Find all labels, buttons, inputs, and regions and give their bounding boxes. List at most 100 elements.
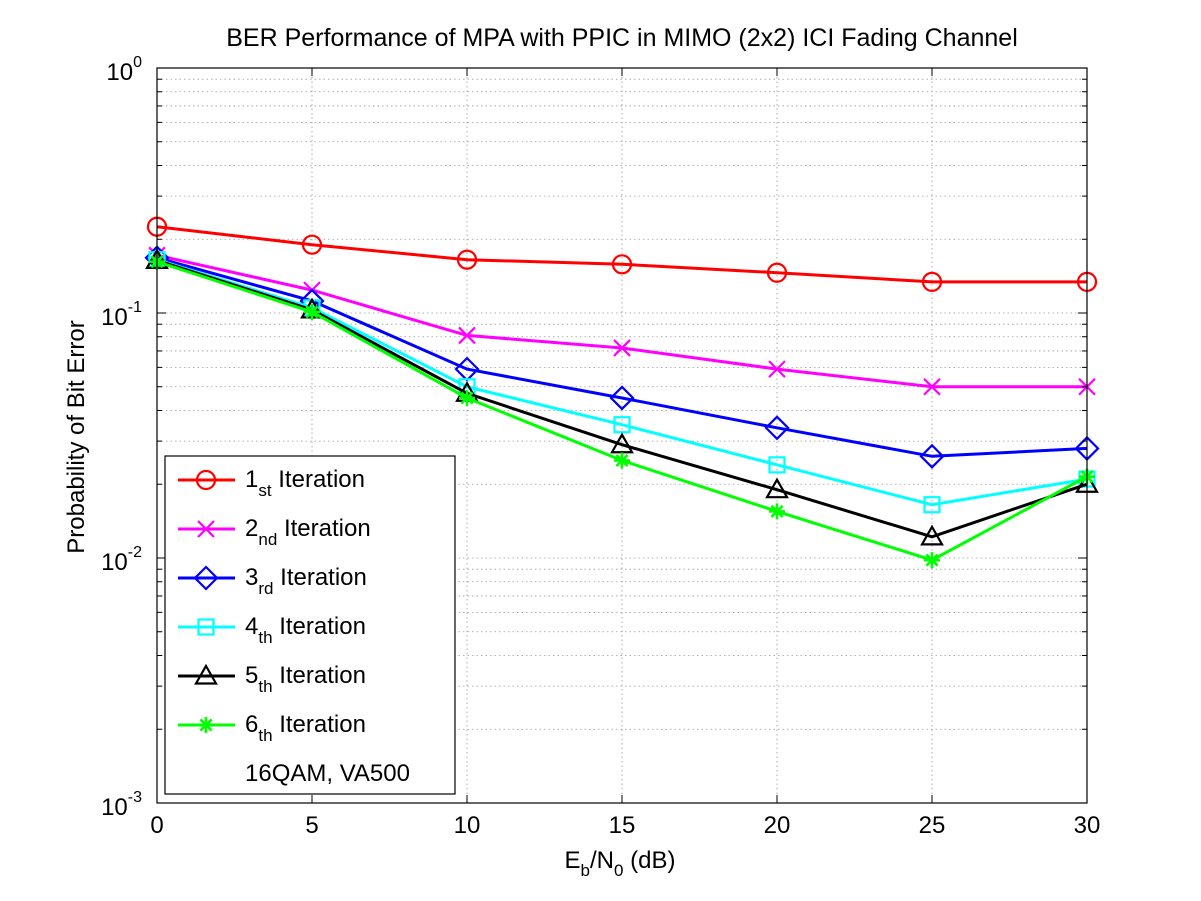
x-axis-label-sub1: b (581, 861, 590, 880)
legend-label-main: 6 (245, 711, 258, 738)
series-line (156, 225, 1087, 284)
legend-label: 6th Iteration (245, 711, 366, 745)
y-axis-label: Probability of Bit Error (63, 320, 90, 553)
legend-label-sub: th (258, 726, 272, 745)
legend-label-main: 3 (245, 564, 258, 591)
data-point (924, 552, 940, 569)
legend-label: 2nd Iteration (245, 515, 371, 549)
data-point (197, 618, 215, 636)
marker-stroke (770, 504, 784, 518)
data-point (766, 262, 788, 283)
data-point (614, 452, 630, 469)
legend-label-main: 2 (245, 515, 258, 542)
data-point (459, 389, 475, 406)
legend-annotation: 16QAM, VA500 (245, 760, 410, 787)
x-tick-label: 0 (150, 812, 163, 839)
x-axis-label-tail: (dB) (623, 847, 675, 874)
data-point (919, 443, 945, 469)
x-tick-label: 15 (609, 812, 636, 839)
legend-label-main: 4 (245, 613, 258, 640)
data-point (456, 249, 478, 270)
marker-stroke (305, 305, 319, 319)
y-tick-label: 100 (106, 54, 142, 86)
legend-label-main: 1 (245, 466, 258, 493)
data-point (195, 469, 217, 491)
data-point (921, 271, 943, 292)
x-tick-label: 5 (305, 812, 318, 839)
x-axis-label-sub2: 0 (614, 861, 623, 880)
marker-stroke (458, 326, 476, 345)
data-point (768, 456, 786, 474)
legend-entry: 5th Iteration (178, 662, 366, 696)
x-axis-label-base: E (565, 847, 581, 874)
chart-title: BER Performance of MPA with PPIC in MIMO… (226, 24, 1018, 52)
legend-label-sub: st (258, 481, 272, 500)
marker-stroke (197, 520, 215, 538)
marker-stroke (923, 377, 941, 396)
legend-label-sub: rd (258, 579, 273, 598)
y-tick-exponent: 0 (133, 54, 142, 71)
data-point (769, 503, 785, 520)
legend-label-sub: th (258, 628, 272, 647)
marker-stroke (199, 718, 213, 732)
legend-entry: 6th Iteration (178, 711, 366, 745)
marker-stroke (613, 339, 631, 357)
legend-label-tail: Iteration (273, 711, 366, 738)
legend-label-tail: Iteration (272, 466, 365, 493)
legend-label: 5th Iteration (245, 662, 366, 696)
data-point (198, 717, 214, 733)
data-point (194, 663, 218, 685)
data-point (764, 415, 790, 441)
x-tick-label: 30 (1074, 812, 1101, 839)
data-point (609, 385, 635, 411)
y-tick-label: 10-3 (101, 789, 142, 821)
y-tick-base: 10 (101, 304, 128, 331)
legend-label: 4th Iteration (245, 613, 366, 647)
data-point (610, 432, 634, 454)
legend-label-tail: Iteration (273, 613, 366, 640)
legend-label-sub: th (258, 677, 272, 696)
data-point (920, 524, 944, 546)
data-point (458, 326, 476, 345)
legend-entry: 2nd Iteration (178, 515, 371, 549)
legend-entry: 3rd Iteration (178, 564, 367, 598)
data-point (193, 565, 219, 591)
marker-stroke (925, 553, 939, 567)
marker-stroke (768, 360, 786, 378)
legend-label-tail: Iteration (277, 515, 370, 542)
legend-label: 3rd Iteration (245, 564, 367, 598)
x-tick-label: 10 (454, 812, 481, 839)
data-point (611, 254, 633, 275)
y-tick-base: 10 (101, 549, 128, 576)
marker-stroke (460, 391, 474, 405)
x-axis-label: Eb/N0 (dB) (565, 847, 676, 880)
legend-label-sub: nd (258, 530, 277, 549)
y-tick-exponent: -1 (128, 299, 142, 316)
y-tick-exponent: -3 (128, 789, 142, 806)
data-point (613, 339, 631, 357)
y-tick-base: 10 (101, 794, 128, 821)
legend-label-tail: Iteration (273, 564, 366, 591)
data-point (304, 303, 320, 320)
legend-label-tail: Iteration (273, 662, 366, 689)
legend-entry: 4th Iteration (178, 613, 366, 647)
legend-label-main: 5 (245, 662, 258, 689)
data-point (765, 477, 789, 499)
legend-entry: 1st Iteration (178, 466, 365, 500)
x-axis-label-mid: /N (590, 847, 614, 874)
y-tick-label: 10-1 (101, 299, 142, 331)
data-point (301, 234, 323, 255)
grid (157, 68, 1087, 803)
marker-stroke (615, 453, 629, 468)
x-tick-label: 25 (919, 812, 946, 839)
y-tick-base: 10 (106, 59, 133, 86)
data-point (613, 416, 631, 434)
x-tick-label: 20 (764, 812, 791, 839)
data-point (923, 496, 941, 514)
data-point (923, 377, 941, 396)
data-point (197, 520, 215, 538)
